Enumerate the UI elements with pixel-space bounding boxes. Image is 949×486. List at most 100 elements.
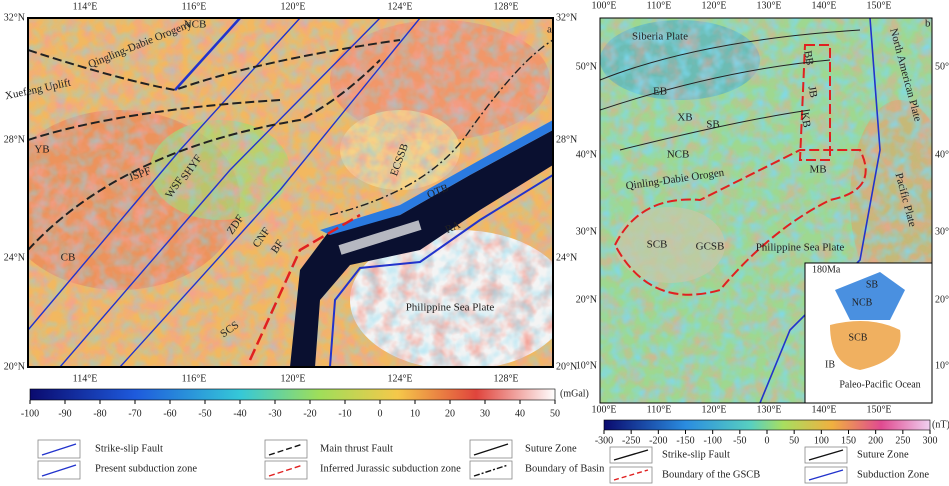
legend-label: Boundary of the GSCB <box>662 469 760 480</box>
colorbar-tick-label: -200 <box>649 435 667 446</box>
colorbar-tick-label: -70 <box>128 408 141 419</box>
lon-label: 116°E <box>182 373 207 384</box>
colorbar-tick-label: -100 <box>703 435 721 446</box>
legend-label: Inferred Jurassic subduction zone <box>320 463 461 474</box>
lon-label: 116°E <box>182 1 207 12</box>
lon-label: 120°E <box>280 373 305 384</box>
legend-frames <box>37 439 848 484</box>
legend-label: Present subduction zone <box>95 463 197 474</box>
lat-label: 20°N <box>576 294 597 305</box>
lon-label: 100°E <box>591 404 616 415</box>
colorbar-tick-label: -100 <box>21 408 39 419</box>
colorbar-tick-label: -40 <box>233 408 246 419</box>
lat-label: 10°N <box>935 360 949 371</box>
colorbar <box>29 388 556 401</box>
lat-label: 32°N <box>4 12 25 23</box>
lat-label: 28°N <box>4 134 25 145</box>
lat-label: 40°N <box>576 149 597 160</box>
colorbar-tick-label: -150 <box>676 435 694 446</box>
feature-label: XB <box>677 112 692 124</box>
lat-label: 28°N <box>556 134 577 145</box>
lat-label: 24°N <box>4 252 25 263</box>
inset-label: SCB <box>849 332 868 343</box>
inset-label: NCB <box>852 297 873 308</box>
feature-label: EB <box>653 86 667 98</box>
colorbar-tick-label: -30 <box>268 408 281 419</box>
lat-label: 50°N <box>576 61 597 72</box>
colorbar-tick-label: 150 <box>841 435 856 446</box>
feature-label: CB <box>61 252 76 264</box>
colorbar-tick-label: 40 <box>515 408 525 419</box>
feature-label: SCB <box>647 239 668 251</box>
lon-label: 120°E <box>280 1 305 12</box>
feature-label: RA <box>443 219 462 236</box>
inset-label: SB <box>866 279 879 290</box>
lon-label: 150°E <box>866 0 891 11</box>
lat-label: 30°N <box>576 226 597 237</box>
colorbar-tick-label: -50 <box>733 435 746 446</box>
colorbar-tick-label: 50 <box>789 435 799 446</box>
feature-label: MB <box>809 164 826 176</box>
legend-symbols <box>41 443 844 481</box>
lat-label: 20°N <box>4 361 25 372</box>
colorbar-tick-label: -80 <box>93 408 106 419</box>
lat-label: 40°N <box>935 149 949 160</box>
colorbar-tick-label: 10 <box>410 408 420 419</box>
lon-label: 128°E <box>493 1 518 12</box>
inset-label: IB <box>825 359 835 370</box>
lat-label: 20°N <box>556 361 577 372</box>
feature-label: GCSB <box>696 241 725 253</box>
legend-label: Suture Zone <box>525 443 577 454</box>
inset-label: 180Ma <box>812 264 841 275</box>
colorbar-tick-label: -250 <box>622 435 640 446</box>
lon-label: 130°E <box>756 0 781 11</box>
colorbar-tick-label: -10 <box>338 408 351 419</box>
lat-label: 20°N <box>935 294 949 305</box>
lon-label: 110°E <box>647 0 672 11</box>
lon-label: 128°E <box>493 373 518 384</box>
colorbar-tick-label: 100 <box>814 435 829 446</box>
colorbar-tick-label: -60 <box>163 408 176 419</box>
map-a <box>28 18 553 367</box>
lat-label: 30°N <box>935 226 949 237</box>
map-frame <box>27 17 554 368</box>
feature-label: Philippine Sea Plate <box>406 302 495 314</box>
panel-letter: a <box>547 24 552 36</box>
feature-label: JB <box>806 85 820 99</box>
colorbar-tick-label: 0 <box>378 408 383 419</box>
lon-label: 124°E <box>387 373 412 384</box>
map-b <box>600 18 932 403</box>
colorbar-tick-label: 200 <box>868 435 883 446</box>
feature-label: KB <box>798 111 812 128</box>
legend-label: Subduction Zone <box>857 469 929 480</box>
colorbar <box>603 419 931 431</box>
lon-label: 140°E <box>811 0 836 11</box>
legend-label: Suture Zone <box>857 449 909 460</box>
colorbar-tick-label: 250 <box>895 435 910 446</box>
feature-label: NCB <box>667 149 690 161</box>
lon-label: 120°E <box>701 404 726 415</box>
lat-label: 50°N <box>935 61 949 72</box>
colorbar-tick-label: 50 <box>550 408 560 419</box>
feature-label: YB <box>34 144 49 156</box>
feature-label: Philippine Sea Plate <box>756 242 845 254</box>
lon-label: 110°E <box>647 404 672 415</box>
lon-label: 114°E <box>73 1 98 12</box>
colorbar-tick-label: 0 <box>765 435 770 446</box>
colorbar-tick-label: -300 <box>595 435 613 446</box>
legend-label: Boundary of Basin <box>525 463 605 474</box>
lat-label: 24°N <box>556 252 577 263</box>
lon-label: 120°E <box>701 0 726 11</box>
legend-label: Main thrust Fault <box>320 443 393 454</box>
colorbar-tick-label: -90 <box>58 408 71 419</box>
lon-label: 124°E <box>387 1 412 12</box>
colorbar-tick-label: -50 <box>198 408 211 419</box>
lon-label: 150°E <box>866 404 891 415</box>
colorbar-tick-label: 30 <box>480 408 490 419</box>
panel-letter: b <box>925 18 931 30</box>
colorbar-unit: (nT) <box>932 419 949 430</box>
lat-label: 32°N <box>556 12 577 23</box>
feature-label: BB <box>801 50 815 67</box>
map-frame <box>599 17 933 404</box>
